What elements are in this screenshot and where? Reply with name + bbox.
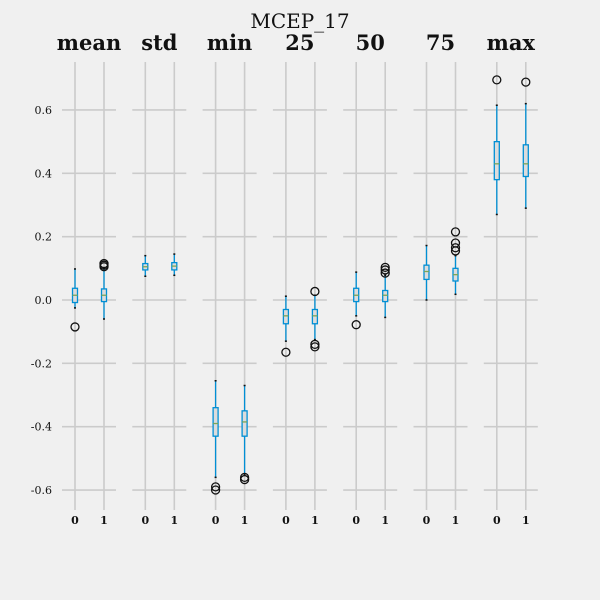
x-tick-label: 0 xyxy=(212,514,220,527)
x-tick-label: 0 xyxy=(141,514,149,527)
panel-title: 25 xyxy=(285,30,314,55)
outlier-point xyxy=(380,265,390,275)
box-1 xyxy=(522,144,529,178)
outlier-point xyxy=(310,286,320,297)
panel-title: min xyxy=(207,30,252,55)
x-tick-label: 1 xyxy=(522,514,530,527)
y-axis: -0.6 -0.4 -0.2 0.0 0.2 0.4 0.6 xyxy=(31,104,52,497)
x-tick-label: 1 xyxy=(452,514,460,527)
x-tick-label: 1 xyxy=(241,514,249,527)
box-0 xyxy=(282,308,290,325)
x-tick-label: 1 xyxy=(381,514,389,527)
panel-25: 25 0 1 xyxy=(281,30,320,527)
outlier-point xyxy=(450,227,461,237)
grid xyxy=(62,62,538,510)
box-0 xyxy=(423,264,430,281)
outlier-point xyxy=(450,243,461,253)
x-tick-label: 0 xyxy=(71,514,79,527)
y-tick-label: 0.0 xyxy=(35,294,53,307)
panel-75: 75 0 1 xyxy=(423,30,461,527)
outlier-point xyxy=(239,474,250,485)
panel-title: std xyxy=(141,30,178,55)
x-tick-label: 0 xyxy=(282,514,290,527)
panels: mean 0 1 std 0 1 min 0 1 25 0 1 50 0 1 75 0 1 max 0 1 xyxy=(57,30,536,527)
panel-50: 50 0 1 xyxy=(351,30,390,527)
outlier-point xyxy=(351,320,361,330)
panel-min: min 0 1 xyxy=(207,30,252,527)
outlier-point xyxy=(492,75,502,85)
panel-max: max 0 1 xyxy=(487,30,536,527)
x-tick-label: 0 xyxy=(423,514,431,527)
panel-title: mean xyxy=(57,30,121,55)
outlier-point xyxy=(310,339,320,349)
box-1 xyxy=(241,410,248,437)
outlier-point xyxy=(310,342,320,352)
panel-mean: mean 0 1 xyxy=(57,30,121,527)
y-tick-label: -0.6 xyxy=(31,484,52,497)
outlier-point xyxy=(281,347,291,357)
outlier-point xyxy=(521,77,531,87)
x-tick-label: 1 xyxy=(311,514,319,527)
box-0 xyxy=(493,140,500,181)
box-0 xyxy=(212,407,219,437)
x-tick-label: 0 xyxy=(352,514,360,527)
box-1 xyxy=(311,308,319,325)
outlier-point xyxy=(99,258,109,269)
panel-title: 75 xyxy=(426,30,455,55)
outlier-point xyxy=(380,262,390,273)
y-tick-label: 0.2 xyxy=(35,231,53,244)
y-tick-label: -0.4 xyxy=(31,421,52,434)
y-tick-label: 0.4 xyxy=(35,167,53,180)
outlier-point xyxy=(450,238,461,248)
panel-title: max xyxy=(487,30,536,55)
y-tick-label: 0.6 xyxy=(35,104,53,117)
x-tick-label: 0 xyxy=(493,514,501,527)
outlier-point xyxy=(70,322,80,332)
chart-suptitle: MCEP_17 xyxy=(250,9,349,33)
outlier-point xyxy=(210,485,221,495)
box-1 xyxy=(382,289,389,303)
panel-title: 50 xyxy=(356,30,385,55)
x-tick-label: 1 xyxy=(100,514,108,527)
y-tick-label: -0.2 xyxy=(31,357,52,370)
x-tick-label: 1 xyxy=(170,514,178,527)
outlier-point xyxy=(210,482,221,492)
outlier-point xyxy=(380,268,390,278)
panel-std: std 0 1 xyxy=(141,30,178,527)
